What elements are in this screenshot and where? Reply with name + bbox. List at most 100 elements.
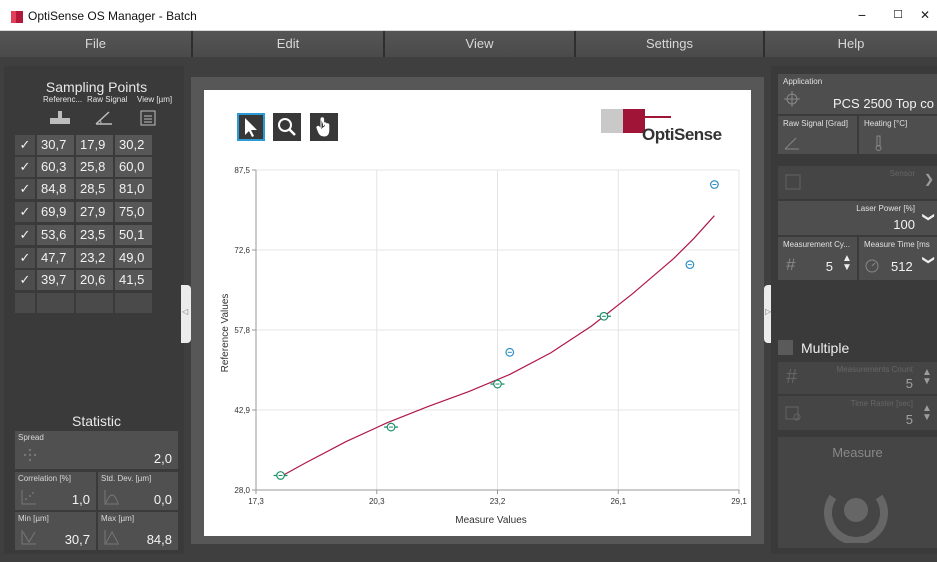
menu-help[interactable]: Help <box>765 31 937 57</box>
correlation-box: Correlation [%] 1,0 <box>15 472 96 510</box>
minimize-button[interactable]: − <box>857 7 867 23</box>
hand-icon <box>316 117 330 137</box>
time-raster-box[interactable]: Time Raster [sec] 5 ▲ ▼ <box>778 396 937 430</box>
calibration-chart[interactable]: 17,3 20,3 23,2 26,1 29,1 28,0 42,9 57,8 72,6 87,5… <box>204 150 751 536</box>
measure-icon <box>824 494 888 543</box>
table-row[interactable]: ✓ 39,7 20,6 41,5 <box>15 270 178 290</box>
outlier-point <box>505 347 515 357</box>
row-checkbox[interactable]: ✓ <box>15 270 35 290</box>
menu-edit[interactable]: Edit <box>193 31 385 57</box>
cell-reference[interactable] <box>37 293 74 313</box>
col-header-view: View [µm] <box>137 95 173 104</box>
max-box: Max [µm] 84,8 <box>98 512 178 550</box>
cell-reference[interactable]: 84,8 <box>37 179 74 199</box>
cell-raw-signal[interactable]: 27,9 <box>76 202 113 222</box>
cell-view[interactable]: 49,0 <box>115 248 152 268</box>
table-row[interactable]: ✓ 47,7 23,2 49,0 <box>15 248 178 268</box>
menu-file[interactable]: File <box>0 31 193 57</box>
sensor-dropdown-icon[interactable]: ❯ <box>923 172 935 186</box>
zoom-tool-button[interactable] <box>273 113 301 141</box>
application-box[interactable]: Application PCS 2500 Top co <box>778 74 937 114</box>
laser-power-box[interactable]: Laser Power [%] 100 ❯ <box>778 201 937 235</box>
table-row-empty[interactable] <box>15 293 178 313</box>
cell-view[interactable]: 81,0 <box>115 179 152 199</box>
max-label: Max [µm] <box>101 514 135 523</box>
cell-view[interactable] <box>115 293 152 313</box>
x-axis-label: Measure Values <box>455 515 527 526</box>
menu-bar: File Edit View Settings Help <box>0 31 937 57</box>
count-spinner-icon[interactable]: ▲ ▼ <box>922 367 932 387</box>
cell-raw-signal[interactable]: 28,5 <box>76 179 113 199</box>
select-tool-button[interactable] <box>237 113 265 141</box>
stopwatch-icon <box>865 259 879 273</box>
table-row[interactable]: ✓ 53,6 23,5 50,1 <box>15 225 178 245</box>
cell-reference[interactable]: 53,6 <box>37 225 74 245</box>
cell-reference[interactable]: 60,3 <box>37 157 74 177</box>
close-button[interactable]: ✕ <box>919 8 931 22</box>
cell-reference[interactable]: 69,9 <box>37 202 74 222</box>
measurement-cycles-box[interactable]: Measurement Cy... # 5 ▲ ▼ <box>778 237 857 280</box>
row-checkbox[interactable]: ✓ <box>15 179 35 199</box>
cell-reference[interactable]: 47,7 <box>37 248 74 268</box>
row-checkbox[interactable]: ✓ <box>15 157 35 177</box>
app-icon <box>11 11 23 23</box>
row-checkbox[interactable]: ✓ <box>15 135 35 155</box>
multiple-checkbox[interactable] <box>778 340 793 355</box>
collapse-right-handle[interactable]: ▷ <box>764 285 774 343</box>
raw-signal-icon <box>86 107 122 129</box>
table-row[interactable]: ✓ 30,7 17,9 30,2 <box>15 135 178 155</box>
row-checkbox[interactable]: ✓ <box>15 248 35 268</box>
application-value: PCS 2500 Top co <box>833 96 934 111</box>
collapse-left-handle[interactable]: ◁ <box>181 285 191 343</box>
laser-power-value[interactable]: 100 <box>893 217 915 232</box>
cell-view[interactable]: 60,0 <box>115 157 152 177</box>
cell-view[interactable]: 41,5 <box>115 270 152 290</box>
y-tick-label: 87,5 <box>234 166 250 175</box>
cell-raw-signal[interactable]: 25,8 <box>76 157 113 177</box>
y-tick-label: 57,8 <box>234 326 250 335</box>
cell-raw-signal[interactable]: 23,5 <box>76 225 113 245</box>
menu-view[interactable]: View <box>385 31 576 57</box>
time-dropdown-icon[interactable]: ❯ <box>922 254 936 266</box>
std-dev-box: Std. Dev. [µm] 0,0 <box>98 472 178 510</box>
cell-raw-signal[interactable]: 20,6 <box>76 270 113 290</box>
row-checkbox[interactable]: ✓ <box>15 202 35 222</box>
cell-raw-signal[interactable]: 17,9 <box>76 135 113 155</box>
data-point <box>273 471 288 480</box>
cycles-spinner-icon[interactable]: ▲ ▼ <box>842 253 852 273</box>
table-row[interactable]: ✓ 60,3 25,8 60,0 <box>15 157 178 177</box>
laser-dropdown-icon[interactable]: ❯ <box>922 211 936 223</box>
cell-reference[interactable]: 30,7 <box>37 135 74 155</box>
maximize-button[interactable]: ☐ <box>893 9 903 21</box>
sensor-box[interactable]: Sensor ❯ <box>778 166 937 199</box>
cell-view[interactable]: 50,1 <box>115 225 152 245</box>
measurement-cycles-value[interactable]: 5 <box>825 259 833 274</box>
measure-time-box[interactable]: Measure Time [ms 512 ❯ <box>859 237 937 280</box>
chart-grid <box>255 169 740 491</box>
time-raster-value[interactable]: 5 <box>905 412 913 427</box>
pan-tool-button[interactable] <box>310 113 338 141</box>
cell-raw-signal[interactable] <box>76 293 113 313</box>
measurements-count-label: Measurements Count <box>836 365 913 374</box>
cell-reference[interactable]: 39,7 <box>37 270 74 290</box>
cell-view[interactable]: 30,2 <box>115 135 152 155</box>
raster-spinner-icon[interactable]: ▲ ▼ <box>922 403 932 423</box>
table-row[interactable]: ✓ 69,9 27,9 75,0 <box>15 202 178 222</box>
measurements-count-value[interactable]: 5 <box>905 376 913 391</box>
measure-time-value[interactable]: 512 <box>891 259 913 274</box>
menu-settings[interactable]: Settings <box>576 31 765 57</box>
spread-label: Spread <box>18 433 44 442</box>
row-checkbox[interactable] <box>15 293 35 313</box>
magnifier-icon <box>278 118 296 136</box>
cell-view[interactable]: 75,0 <box>115 202 152 222</box>
measurements-count-box[interactable]: Measurements Count # 5 ▲ ▼ <box>778 362 937 394</box>
table-row[interactable]: ✓ 84,8 28,5 81,0 <box>15 179 178 199</box>
x-tick-label: 23,2 <box>490 497 506 506</box>
outlier-point <box>685 260 695 270</box>
cell-raw-signal[interactable]: 23,2 <box>76 248 113 268</box>
x-tick-label: 20,3 <box>369 497 385 506</box>
measure-button[interactable]: Measure <box>778 437 937 548</box>
crosshair-icon <box>784 91 800 107</box>
row-checkbox[interactable]: ✓ <box>15 225 35 245</box>
outlier-point <box>710 180 719 189</box>
